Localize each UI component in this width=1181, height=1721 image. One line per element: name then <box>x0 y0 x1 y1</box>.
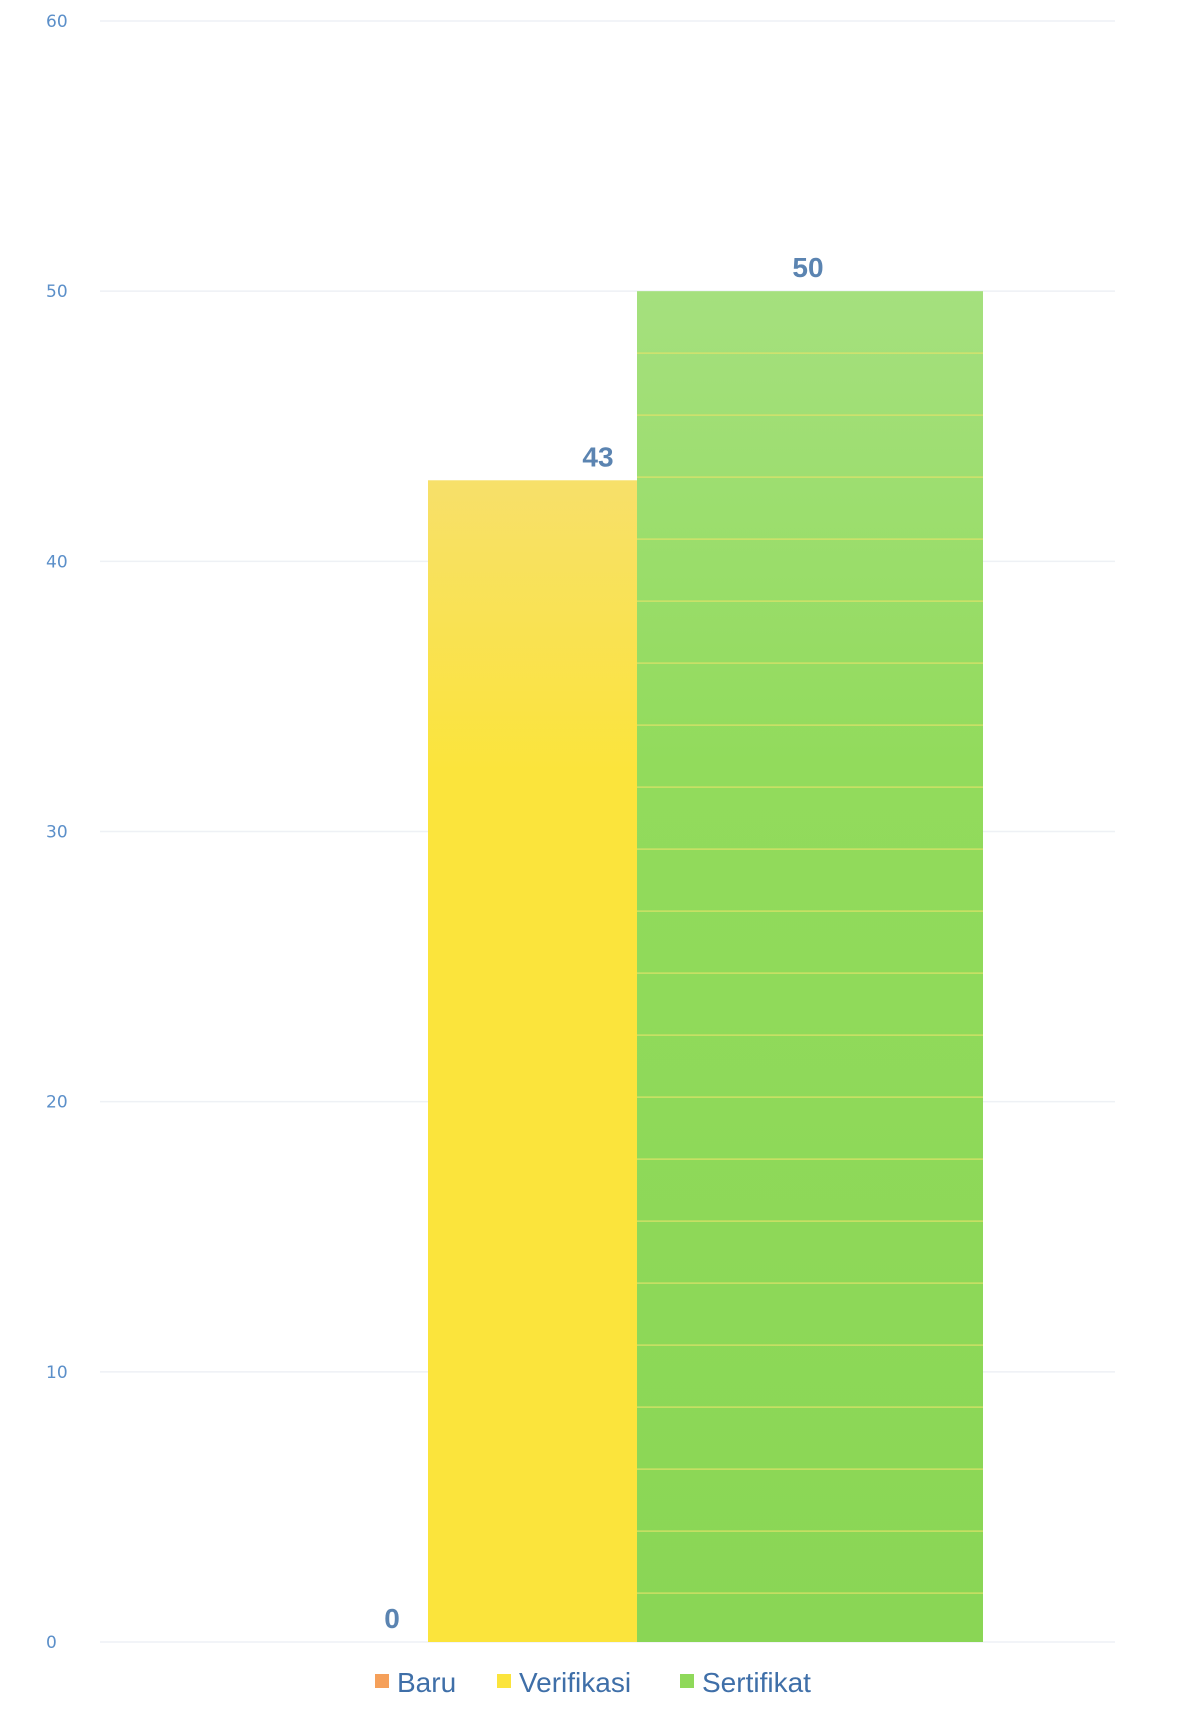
legend-swatch <box>680 1674 694 1688</box>
y-tick-label: 20 <box>46 1093 68 1113</box>
legend-item-baru[interactable]: Baru <box>375 1667 456 1698</box>
legend-item-verifikasi[interactable]: Verifikasi <box>497 1667 631 1698</box>
data-label-sertifikat: 50 <box>792 252 823 283</box>
legend: Baru Verifikasi Sertifikat <box>375 1667 811 1698</box>
y-tick-label: 50 <box>46 282 68 302</box>
legend-swatch <box>375 1674 389 1688</box>
y-tick-label: 40 <box>46 552 68 572</box>
legend-label: Sertifikat <box>702 1667 811 1698</box>
legend-swatch <box>497 1674 511 1688</box>
y-tick-label: 30 <box>46 823 68 843</box>
y-tick-label: 10 <box>46 1363 68 1383</box>
legend-label: Baru <box>397 1667 456 1698</box>
bar-verifikasi[interactable] <box>428 480 637 1642</box>
data-labels: 0 43 50 <box>384 252 823 1634</box>
data-label-baru: 0 <box>384 1603 400 1634</box>
y-tick-label: 0 <box>46 1633 57 1653</box>
y-axis: 0 10 20 30 40 50 60 <box>46 12 68 1653</box>
legend-item-sertifikat[interactable]: Sertifikat <box>680 1667 811 1698</box>
bars <box>428 291 983 1643</box>
legend-label: Verifikasi <box>519 1667 631 1698</box>
y-tick-label: 60 <box>46 12 68 32</box>
data-label-verifikasi: 43 <box>582 441 613 472</box>
bar-sertifikat[interactable] <box>637 291 983 1643</box>
